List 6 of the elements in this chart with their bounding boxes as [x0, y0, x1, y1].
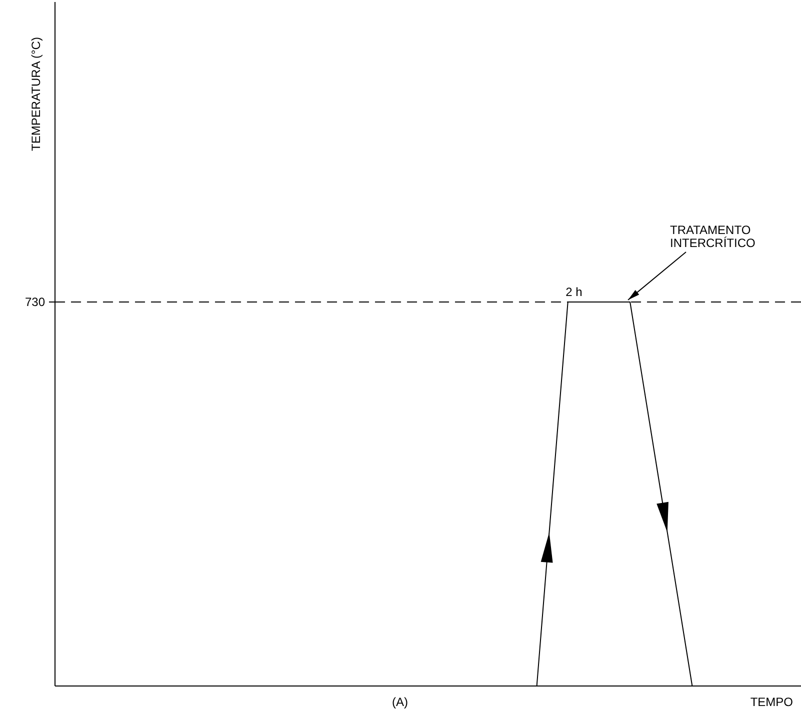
text: (A): [392, 695, 408, 709]
text: 730: [24, 295, 46, 309]
text: 2 h: [566, 285, 582, 299]
text: TRATAMENTO INTERCRÍTICO: [670, 223, 756, 250]
x-axis-title: TEMPO: [750, 695, 793, 709]
text: TEMPERATURA (°C): [29, 37, 43, 151]
